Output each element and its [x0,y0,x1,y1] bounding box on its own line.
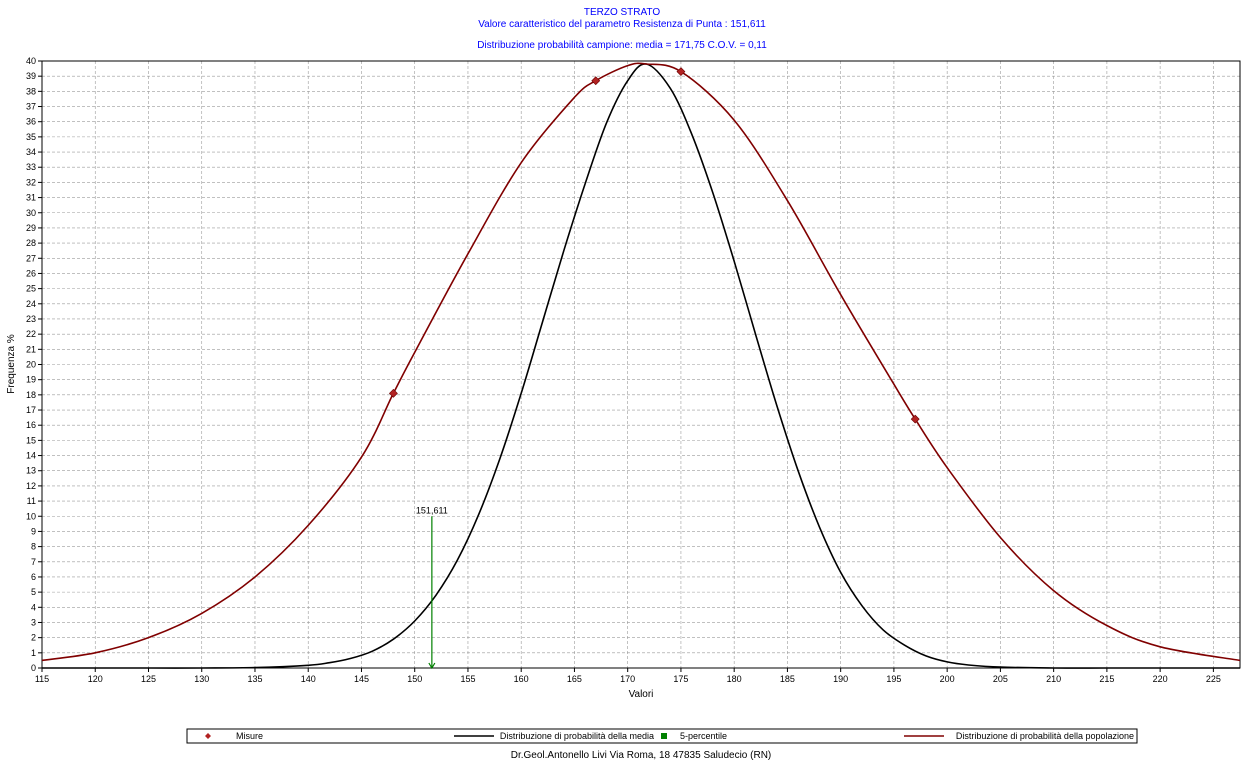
y-tick-label: 34 [26,147,36,157]
misure-point [910,414,920,424]
y-axis-label: Frequenza % [6,334,17,394]
y-tick-label: 27 [26,253,36,263]
x-tick-label: 180 [727,674,742,684]
y-tick-label: 5 [31,587,36,597]
y-tick-label: 40 [26,56,36,66]
misure-point [591,76,601,86]
y-tick-label: 6 [31,572,36,582]
y-tick-label: 2 [31,633,36,643]
x-tick-label: 140 [301,674,316,684]
x-tick-label: 145 [354,674,369,684]
x-tick-label: 220 [1153,674,1168,684]
percentile-label: 151,611 [416,505,448,515]
x-axis-ticks: 115 120 125 130 135 140 145 150 155 160 165 170 175 1… [35,668,1221,684]
y-tick-label: 38 [26,86,36,96]
chart-title: TERZO STRATO [584,7,661,18]
x-tick-label: 175 [673,674,688,684]
y-tick-label: 23 [26,314,36,324]
x-tick-label: 115 [35,674,49,684]
misure-point [388,388,398,398]
y-tick-label: 25 [26,284,36,294]
y-tick-label: 29 [26,223,36,233]
x-tick-label: 170 [620,674,635,684]
y-tick-label: 15 [26,435,36,445]
x-tick-label: 195 [886,674,901,684]
chart-subtitle-2: Distribuzione probabilità campione: medi… [477,40,767,51]
y-tick-label: 11 [27,496,36,506]
grid [42,61,1240,668]
x-tick-label: 130 [194,674,209,684]
y-tick-label: 39 [26,71,36,81]
x-tick-label: 185 [780,674,795,684]
x-tick-label: 210 [1046,674,1061,684]
y-tick-label: 12 [26,481,36,491]
y-tick-label: 10 [26,511,36,521]
y-tick-label: 0 [31,663,36,673]
chart-subtitle: Valore caratteristico del parametro Resi… [478,19,766,30]
series-line-distribuzione-di-probabilit-della-popolazione [41,62,1241,662]
legend-label-distribuzione-di-probabilit-della-media: Distribuzione di probabilità della media [500,731,654,741]
y-tick-label: 26 [26,268,36,278]
y-tick-label: 17 [26,405,36,415]
x-tick-label: 205 [993,674,1008,684]
footer-credit: Dr.Geol.Antonello Livi Via Roma, 18 4783… [511,750,772,761]
y-tick-label: 14 [26,451,36,461]
y-tick-label: 30 [26,208,36,218]
y-tick-label: 3 [31,617,36,627]
x-tick-label: 125 [141,674,156,684]
legend-label-distribuzione-di-probabilit-della-popolazione: Distribuzione di probabilità della popol… [956,731,1134,741]
y-tick-label: 8 [31,542,36,552]
x-tick-label: 190 [833,674,848,684]
x-tick-label: 135 [247,674,262,684]
x-tick-label: 155 [460,674,475,684]
y-tick-label: 37 [26,102,36,112]
x-axis-label: Valori [629,689,654,700]
y-tick-label: 13 [26,466,36,476]
x-tick-label: 200 [940,674,955,684]
misure-point [676,67,686,77]
series-layer: 151,611 [41,62,1241,670]
y-tick-label: 22 [26,329,36,339]
y-tick-label: 19 [26,375,36,385]
y-tick-label: 7 [31,557,36,567]
y-tick-label: 18 [26,390,36,400]
y-tick-label: 24 [26,299,36,309]
legend-label-misure: Misure [236,731,263,741]
legend-label-5-percentile: 5-percentile [680,731,727,741]
percentile-arrow [428,662,436,670]
y-tick-label: 1 [31,648,36,658]
x-tick-label: 215 [1099,674,1114,684]
y-tick-label: 36 [26,117,36,127]
x-tick-label: 120 [88,674,103,684]
y-axis-ticks: 0123456789101112131415161718192021222324… [26,56,42,673]
y-tick-label: 20 [26,360,36,370]
x-tick-label: 160 [514,674,529,684]
y-tick-label: 9 [31,526,36,536]
series-line-distribuzione-di-probabilit-della-media [42,63,1240,669]
legend-swatch-5-percentile [661,733,667,739]
x-tick-label: 225 [1206,674,1221,684]
y-tick-label: 32 [26,177,36,187]
legend-swatch-misure [205,733,211,739]
y-tick-label: 4 [31,602,36,612]
y-tick-label: 16 [26,420,36,430]
x-tick-label: 150 [407,674,422,684]
legend-items: Misure Distribuzione di probabilità della… [205,731,1134,741]
y-tick-label: 28 [26,238,36,248]
legend: Misure Distribuzione di probabilità della… [186,728,1138,744]
plot-area [41,60,1241,669]
y-tick-label: 33 [26,162,36,172]
y-tick-label: 31 [26,193,36,203]
y-tick-label: 35 [26,132,36,142]
y-tick-label: 21 [26,344,36,354]
x-tick-label: 165 [567,674,582,684]
